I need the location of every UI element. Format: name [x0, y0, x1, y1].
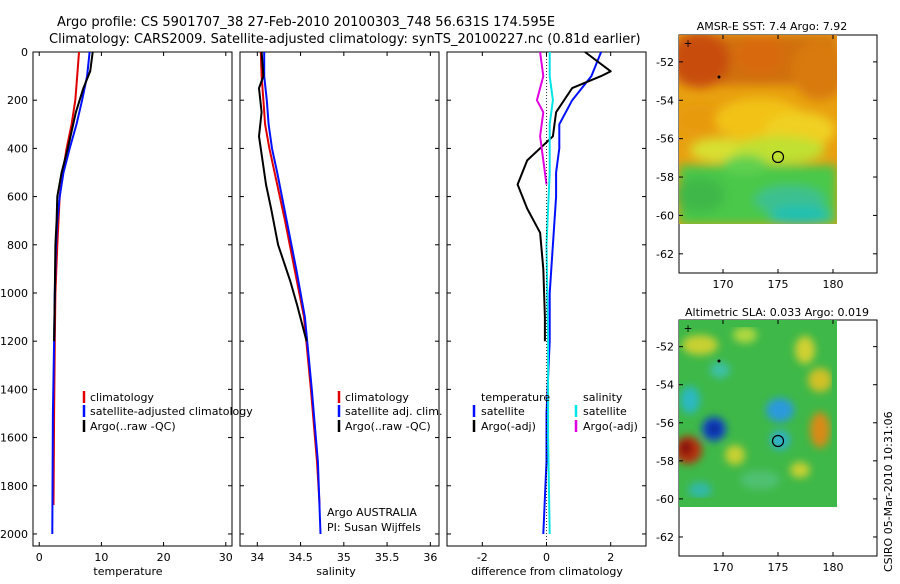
map-y-tick-label: -60	[656, 209, 674, 222]
legend-heading-salinity: salinity	[583, 391, 623, 404]
series-line-argo-raw-qc	[258, 51, 308, 342]
map-y-tick-label: -54	[656, 94, 674, 107]
map-y-tick-label: -62	[656, 248, 674, 261]
x-tick-label: 35.5	[375, 551, 400, 564]
legend-label-satellite: satellite adj. clim.	[345, 405, 442, 418]
argo-institution-annotation: Argo AUSTRALIA	[327, 506, 417, 519]
y-tick-label: 200	[7, 94, 28, 107]
x-tick-label: 2	[607, 551, 614, 564]
sst-field	[679, 35, 837, 224]
sla-point-marker	[717, 359, 721, 363]
y-tick-label: 1400	[0, 383, 28, 396]
series-line-temperature-satellite	[542, 51, 603, 535]
salinity-legend: climatology satellite adj. clim. Argo(..…	[327, 391, 442, 534]
map-x-tick-label: 170	[713, 561, 734, 574]
y-tick-label: 800	[7, 239, 28, 252]
sst-map-axes: 170 175 180 -52 -54 -56 -58 -60 -62	[656, 35, 877, 291]
y-tick-label: 400	[7, 142, 28, 155]
map-y-tick-label: -56	[656, 133, 674, 146]
argo-pi-annotation: PI: Susan Wijffels	[327, 521, 421, 534]
series-line-satellite-adj-clim	[263, 52, 322, 535]
y-tick-label: 2000	[0, 528, 28, 541]
difference-series-layer	[516, 51, 612, 535]
salinity-panel-frame	[239, 51, 440, 547]
x-tick-label: -2	[477, 551, 488, 564]
difference-legend: temperature satellite Argo(-adj) salinit…	[472, 391, 638, 433]
map-x-tick-label: 170	[713, 278, 734, 291]
argo-location-marker	[771, 434, 785, 448]
x-tick-label: 35	[337, 551, 351, 564]
y-tick-label: 1200	[0, 335, 28, 348]
map-y-tick-label: -60	[656, 493, 674, 506]
sla-map-axes: 170 175 180 -52 -54 -56 -58 -60 -62	[656, 320, 877, 574]
difference-xlabel: difference from climatology	[471, 565, 623, 578]
x-tick-label: 30	[219, 551, 233, 564]
argo-location-marker	[771, 150, 785, 164]
series-line-argo-raw-qc	[53, 51, 94, 342]
header-line-2: Climatology: CARS2009. Satellite-adjuste…	[49, 32, 641, 47]
legend-label-sal-argo: Argo(-adj)	[583, 420, 638, 433]
legend-label-argo: Argo(..raw -QC)	[345, 420, 431, 433]
y-tick-label: 0	[21, 46, 28, 59]
timestamp-stamp: CSIRO 05-Mar-2010 10:31:06	[882, 411, 895, 572]
legend-label-temp-satellite: satellite	[481, 405, 525, 418]
y-tick-label: 600	[7, 191, 28, 204]
sst-small-marker: +	[684, 38, 693, 50]
sla-map-title: Altimetric SLA: 0.033 Argo: 0.019	[685, 306, 869, 319]
salinity-series-layer	[258, 51, 322, 535]
series-line-temperature-argo-adj	[516, 51, 612, 342]
series-line-salinity-argo-adj	[535, 51, 548, 185]
legend-heading-temperature: temperature	[481, 391, 550, 404]
y-tick-label: 1000	[0, 287, 28, 300]
map-y-tick-label: -62	[656, 531, 674, 544]
x-tick-label: 10	[94, 551, 108, 564]
map-y-tick-label: -54	[656, 379, 674, 392]
axes-layer: 0 10 20 30020040060080010001200140016001800…	[0, 46, 646, 564]
x-tick-label: 36	[423, 551, 437, 564]
map-y-tick-label: -58	[656, 455, 674, 468]
map-y-tick-label: -58	[656, 171, 674, 184]
temperature-panel-frame	[32, 51, 233, 547]
x-tick-label: 0	[36, 551, 43, 564]
sst-map-title: AMSR-E SST: 7.4 Argo: 7.92	[697, 20, 848, 33]
map-x-tick-label: 180	[823, 561, 844, 574]
x-tick-label: 34.5	[288, 551, 313, 564]
legend-label-satellite: satellite-adjusted climatology	[90, 405, 253, 418]
sla-field	[679, 320, 837, 507]
y-tick-label: 1600	[0, 432, 28, 445]
x-tick-label: 20	[157, 551, 171, 564]
sla-small-marker: +	[684, 323, 693, 335]
series-line-salinity-satellite	[545, 52, 554, 535]
x-tick-label: 34	[250, 551, 264, 564]
y-tick-label: 1800	[0, 480, 28, 493]
salinity-xlabel: salinity	[316, 565, 356, 578]
map-x-tick-label: 180	[823, 278, 844, 291]
legend-label-argo: Argo(..raw -QC)	[90, 420, 176, 433]
map-y-tick-label: -52	[656, 56, 674, 69]
map-y-tick-label: -56	[656, 417, 674, 430]
map-y-tick-label: -52	[656, 341, 674, 354]
map-x-tick-label: 175	[768, 561, 789, 574]
legend-label-temp-argo: Argo(-adj)	[481, 420, 536, 433]
temperature-legend: climatology satellite-adjusted climatolo…	[82, 391, 253, 433]
header-line-1: Argo profile: CS 5901707_38 27-Feb-2010 …	[57, 15, 555, 30]
map-x-tick-label: 175	[768, 278, 789, 291]
sst-point-marker	[717, 75, 721, 79]
temperature-series-layer	[51, 51, 94, 535]
legend-label-sal-satellite: satellite	[583, 405, 627, 418]
legend-label-climatology: climatology	[345, 391, 409, 404]
legend-label-climatology: climatology	[90, 391, 154, 404]
x-tick-label: 0	[543, 551, 550, 564]
temperature-xlabel: temperature	[93, 565, 162, 578]
